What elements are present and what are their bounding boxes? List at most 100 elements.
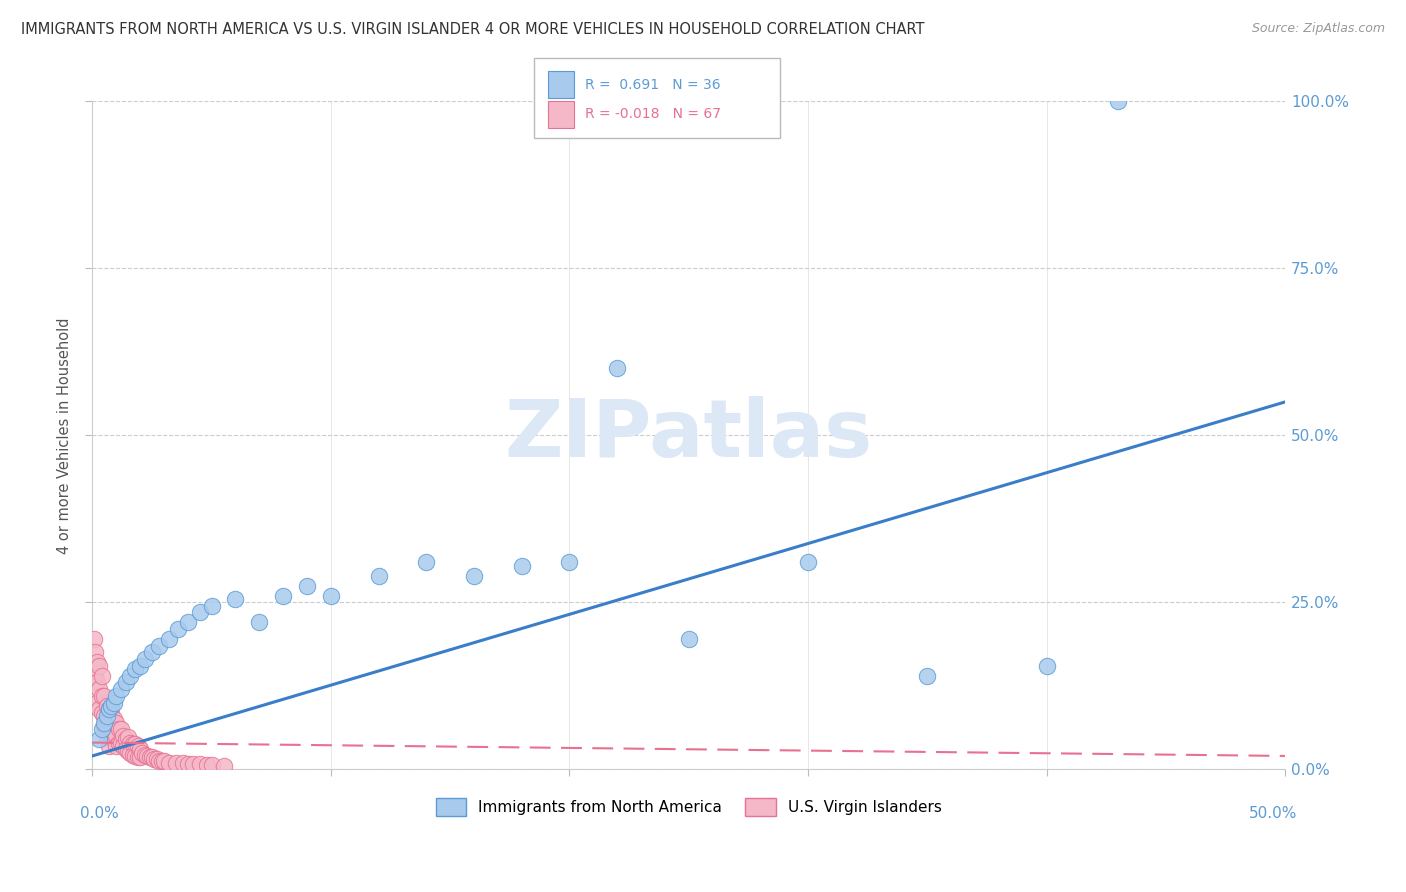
Point <box>145 752 167 766</box>
Point <box>120 669 142 683</box>
Point <box>114 732 136 747</box>
Point <box>124 737 146 751</box>
Point <box>110 723 132 737</box>
Point <box>112 729 135 743</box>
Point <box>89 702 111 716</box>
Point <box>90 723 112 737</box>
Point <box>124 662 146 676</box>
Point <box>110 735 132 749</box>
Point <box>134 747 156 762</box>
Point <box>89 732 111 747</box>
Point <box>141 645 163 659</box>
Point <box>107 735 129 749</box>
Point <box>98 702 121 716</box>
Point <box>103 712 125 726</box>
Point <box>136 748 159 763</box>
Point <box>141 750 163 764</box>
Point <box>93 715 115 730</box>
Point <box>96 709 118 723</box>
Point <box>105 739 128 753</box>
Point <box>415 555 437 569</box>
Point <box>150 754 173 768</box>
Legend: Immigrants from North America, U.S. Virgin Islanders: Immigrants from North America, U.S. Virg… <box>430 792 948 822</box>
Point <box>83 669 105 683</box>
Point <box>112 739 135 753</box>
Point <box>114 742 136 756</box>
Point <box>93 719 115 733</box>
Point <box>510 558 533 573</box>
Text: ZIPatlas: ZIPatlas <box>505 396 873 475</box>
Point <box>98 725 121 739</box>
Point <box>100 698 122 713</box>
Point <box>157 756 180 770</box>
Point <box>367 568 389 582</box>
Point <box>138 750 160 764</box>
Point <box>606 361 628 376</box>
Point <box>96 731 118 745</box>
Point <box>83 645 105 659</box>
Point <box>271 589 294 603</box>
Text: R = -0.018   N = 67: R = -0.018 N = 67 <box>585 107 721 121</box>
Point <box>129 742 152 756</box>
Point <box>98 739 121 753</box>
Text: R =  0.691   N = 36: R = 0.691 N = 36 <box>585 78 720 92</box>
Point <box>177 756 200 771</box>
Point <box>86 675 108 690</box>
Point <box>90 669 112 683</box>
Point <box>188 756 211 771</box>
Point <box>224 591 246 606</box>
Point <box>122 737 145 751</box>
Point <box>127 750 149 764</box>
Point <box>295 578 318 592</box>
Point <box>122 747 145 762</box>
Point <box>98 702 121 716</box>
Point <box>89 658 111 673</box>
Point <box>167 622 190 636</box>
Point <box>1107 95 1129 109</box>
Point <box>107 723 129 737</box>
Point <box>103 732 125 747</box>
Point <box>148 639 170 653</box>
Point <box>129 750 152 764</box>
Point <box>93 689 115 703</box>
Point <box>153 754 176 768</box>
Point <box>558 555 581 569</box>
Point <box>83 632 105 646</box>
Point <box>319 589 342 603</box>
Point <box>90 689 112 703</box>
Point <box>134 652 156 666</box>
Text: 50.0%: 50.0% <box>1249 806 1298 821</box>
Point <box>247 615 270 630</box>
Point <box>86 696 108 710</box>
Point <box>105 729 128 743</box>
Point <box>797 555 820 569</box>
Text: Source: ZipAtlas.com: Source: ZipAtlas.com <box>1251 22 1385 36</box>
Point <box>127 739 149 753</box>
Text: 0.0%: 0.0% <box>80 806 120 821</box>
Point <box>96 698 118 713</box>
Point <box>188 605 211 619</box>
Point <box>110 682 132 697</box>
Point <box>89 682 111 697</box>
Point <box>129 658 152 673</box>
Point <box>201 599 224 613</box>
Point <box>131 746 153 760</box>
Point <box>181 756 204 771</box>
Point <box>105 689 128 703</box>
Point <box>148 754 170 768</box>
Point <box>100 706 122 720</box>
Point <box>463 568 485 582</box>
Point <box>86 656 108 670</box>
Point <box>93 709 115 723</box>
Point <box>201 758 224 772</box>
Point <box>100 723 122 737</box>
Point <box>105 715 128 730</box>
Point <box>124 748 146 763</box>
Point <box>117 731 139 745</box>
Point <box>96 723 118 737</box>
Point <box>143 752 166 766</box>
Point <box>120 746 142 760</box>
Point <box>117 743 139 757</box>
Point <box>1035 658 1057 673</box>
Point <box>177 615 200 630</box>
